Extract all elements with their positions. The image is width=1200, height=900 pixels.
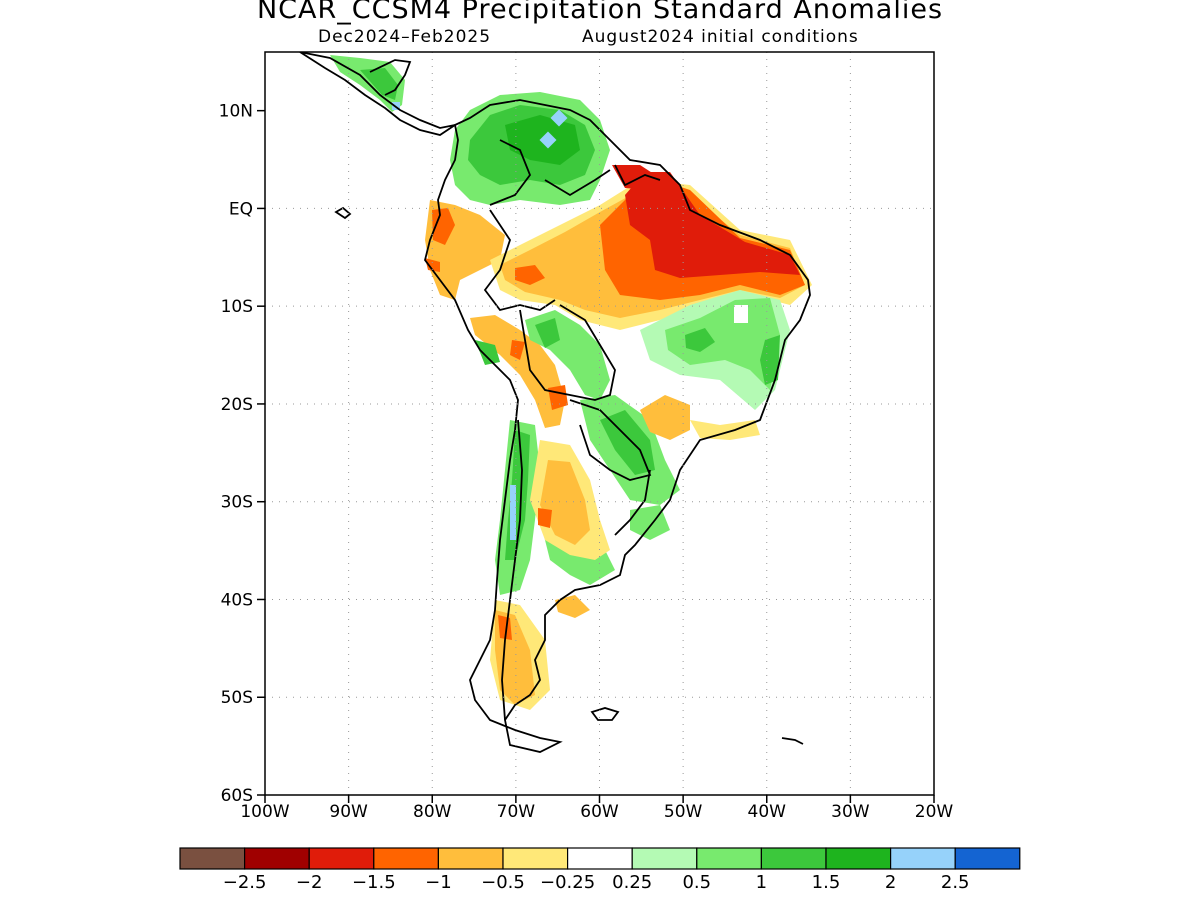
x-tick-label: 100W: [240, 802, 289, 822]
colorbar-swatch: [954, 847, 1021, 870]
coastline-galapagos: [334, 206, 352, 220]
colorbar-label: −0.5: [481, 872, 525, 893]
colorbar-swatch: [179, 847, 246, 870]
y-tick-label: 60S: [221, 786, 253, 806]
anomaly-peru-south-orange: [510, 340, 525, 360]
anomaly-paraguay-wet-core: [600, 410, 655, 475]
anomaly-ne-brazil-core: [685, 328, 715, 352]
anomaly-shading: [330, 55, 812, 710]
coastline-south-georgia: [781, 737, 804, 745]
y-tick-label: EQ: [229, 199, 253, 219]
anomaly-wet-peak-a: [550, 109, 568, 127]
anomaly-bolivia-blob: [515, 265, 545, 285]
x-tick-label: 50W: [664, 802, 703, 822]
colorbar-label: −1: [425, 872, 452, 893]
y-tick-label: 20S: [221, 395, 253, 415]
y-tick-label: 30S: [221, 493, 253, 513]
colorbar-label: 2: [885, 872, 896, 893]
colorbar-swatch: [825, 847, 892, 870]
colorbar-label: 1: [756, 872, 767, 893]
colorbar-label: 0.5: [682, 872, 711, 893]
border-venezuela-colombia: [489, 139, 532, 206]
anomaly-s-brazil-pale: [690, 420, 760, 440]
anomaly-bolivia-wet-core: [535, 318, 560, 348]
border-guianas: [614, 164, 661, 187]
x-tick-label: 80W: [413, 802, 452, 822]
map-title: NCAR_CCSM4 Precipitation Standard Anomal…: [256, 0, 944, 25]
x-tick-label: 70W: [497, 802, 536, 822]
x-tick-label: 40W: [748, 802, 787, 822]
border-argentina-brazil: [614, 469, 651, 536]
colorbar-label: −0.25: [540, 872, 595, 893]
y-tick-label: 10N: [219, 102, 253, 122]
border-venezuela-brazil: [544, 169, 611, 197]
colorbar-label: −2.5: [223, 872, 267, 893]
border-argentina-chile: [501, 419, 523, 721]
coastline-yucatan: [369, 59, 412, 96]
colorbar-swatch: [308, 847, 375, 870]
y-tick-label: 40S: [221, 590, 253, 610]
colorbar-swatch: [760, 847, 827, 870]
colorbar-label: −2: [296, 872, 323, 893]
anomaly-chile-wet-peak: [510, 485, 516, 540]
colorbar-label: −1.5: [352, 872, 396, 893]
x-tick-label: 90W: [329, 802, 368, 822]
y-tick-label: 10S: [221, 297, 253, 317]
colorbar-swatch: [373, 847, 439, 870]
anomaly-wet-peak-b: [539, 131, 557, 149]
anomaly-ne-coast-wet: [760, 335, 780, 385]
anomaly-north-brazil-red: [625, 172, 800, 278]
coastline-south-america: [424, 99, 811, 753]
anomaly-white-gap: [734, 305, 748, 323]
anomaly-ecuador-dry-core: [432, 208, 455, 245]
anomaly-s-brazil-dry: [640, 395, 690, 440]
anomaly-arg-dry: [540, 460, 590, 545]
initial-conditions: August2024 initial conditions: [582, 27, 859, 47]
border-bolivia: [519, 304, 616, 401]
colorbar-swatch: [502, 847, 569, 870]
coastlines: [299, 52, 811, 753]
x-tick-label: 20W: [915, 802, 954, 822]
colorbar-swatch: [631, 847, 698, 870]
colorbar-swatch: [244, 847, 310, 870]
colorbar-swatch: [566, 847, 633, 870]
anomaly-peru-south-dry: [470, 315, 565, 428]
x-tick-label: 60W: [580, 802, 619, 822]
colorbar: −2.5 −2 −1.5 −1 −0.5 −0.25 0.25 0.5 1 1.5 2 2.5: [179, 847, 1021, 893]
anomaly-arg-dry-core: [538, 508, 552, 528]
anomaly-uruguay-wet: [630, 505, 670, 540]
border-peru-brazil: [483, 209, 556, 312]
colorbar-swatch: [889, 847, 956, 870]
y-tick-label: 50S: [221, 688, 253, 708]
anomaly-central-america-wet-core: [360, 68, 398, 100]
anomaly-patagonia-core: [498, 615, 512, 640]
coastline-falklands: [590, 707, 620, 721]
anomaly-peru-coast-wet: [475, 340, 500, 365]
colorbar-label: 0.25: [612, 872, 652, 893]
colorbar-swatch: [437, 847, 504, 870]
x-tick-label: 30W: [831, 802, 870, 822]
anomaly-peru-coast-dry: [425, 258, 440, 272]
colorbar-label: 2.5: [941, 872, 970, 893]
grid-lines: [265, 52, 934, 795]
anomaly-ne-brazil-wet: [665, 298, 780, 390]
forecast-period: Dec2024–Feb2025: [318, 27, 492, 47]
colorbar-label: 1.5: [812, 872, 841, 893]
coastline-central-america: [299, 52, 456, 136]
colorbar-swatch: [696, 847, 762, 870]
anomaly-arg-coast-dry: [555, 595, 590, 618]
